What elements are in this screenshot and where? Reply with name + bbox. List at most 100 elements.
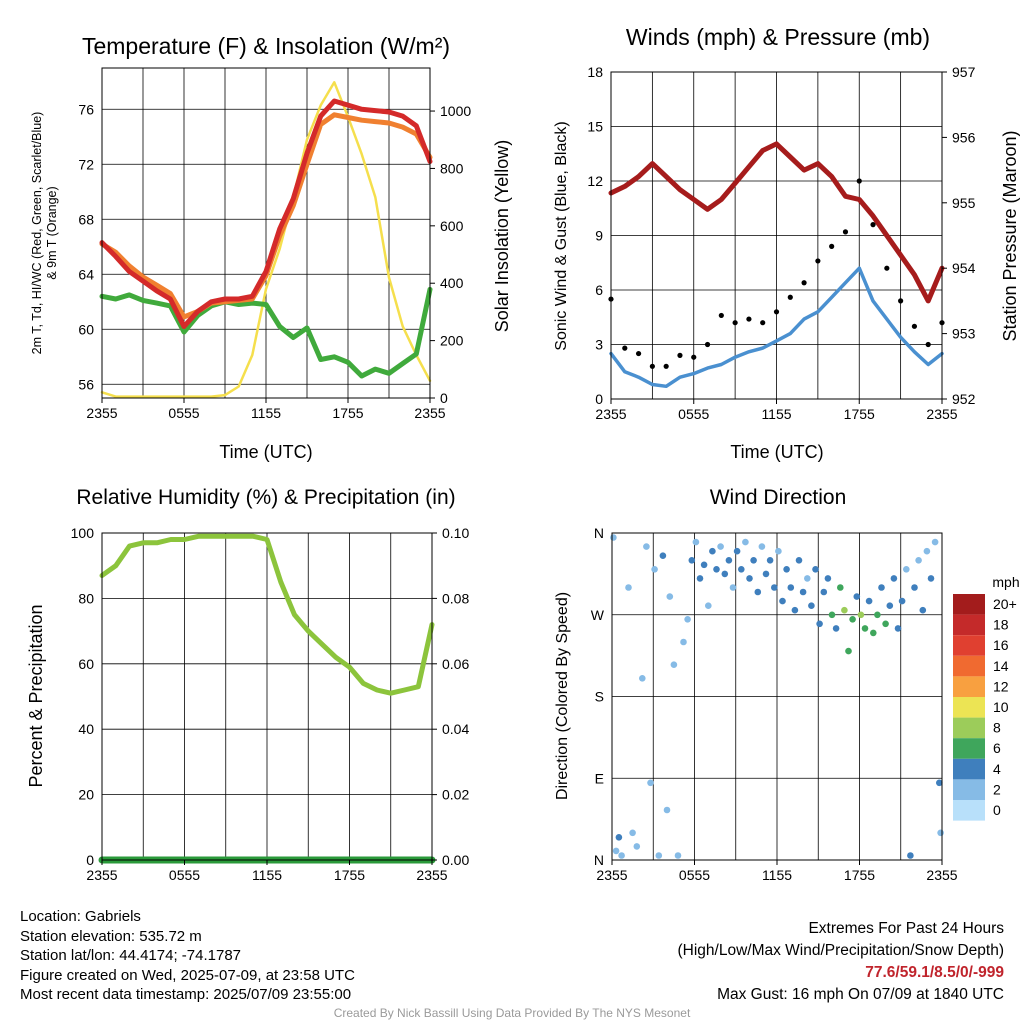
- direction-point: [647, 779, 654, 787]
- humidity-title: Relative Humidity (%) & Precipitation (i…: [76, 486, 455, 509]
- temperature-title: Temperature (F) & Insolation (W/m²): [82, 33, 450, 59]
- direction-point: [828, 611, 836, 619]
- gust-point: [635, 350, 642, 357]
- direction-point: [775, 547, 782, 555]
- extremes-title: Extremes For Past 24 Hours: [808, 920, 1004, 937]
- direction-point: [692, 538, 700, 546]
- direction-point: [837, 584, 844, 591]
- gust-point: [842, 229, 849, 235]
- direction-point: [680, 638, 687, 646]
- direction-point: [923, 547, 931, 555]
- y-tick-label: W: [591, 607, 605, 623]
- temperature-ticks: 2355 0555 1155 1755 2355 56 60 64 68 72 76 0 200 400 6…: [78, 101, 471, 421]
- temperature-ylabel-line1: 2m T, Td, HI/WC (Red, Green, Scarlet/Blu…: [30, 112, 44, 355]
- gust-point: [773, 309, 780, 315]
- legend-label: 4: [993, 761, 1001, 777]
- legend-swatch: [953, 697, 985, 718]
- legend-label: 2: [993, 781, 1001, 797]
- y2-tick-label: 952: [952, 391, 976, 407]
- direction-point: [633, 843, 641, 850]
- direction-point: [865, 597, 873, 605]
- x-tick-label: 2355: [414, 405, 445, 421]
- direction-point: [795, 557, 803, 564]
- direction-point: [729, 584, 737, 591]
- direction-point: [791, 606, 799, 614]
- direction-point: [787, 584, 795, 591]
- winds-panel: Winds (mph) & Pressure (mb) 2355 0555 1155…: [553, 24, 1020, 462]
- legend-label: 18: [993, 617, 1009, 633]
- direction-point: [709, 547, 716, 555]
- direction-point: [754, 588, 762, 596]
- direction-point: [874, 611, 881, 619]
- x-tick-label: 0555: [169, 867, 200, 883]
- winds-ylabel-left: Sonic Wind & Gust (Blue, Black): [553, 121, 570, 350]
- direction-point: [766, 557, 774, 564]
- gust-point: [884, 265, 890, 271]
- legend-swatch: [953, 738, 985, 759]
- station-info: Location: Gabriels Station elevation: 53…: [20, 907, 355, 1005]
- direction-point: [931, 538, 939, 546]
- legend-swatch: [953, 779, 985, 800]
- legend-label: 8: [993, 720, 1001, 736]
- gust-point: [815, 258, 821, 264]
- x-tick-label: 1155: [251, 405, 281, 421]
- y-tick-label: 60: [78, 656, 94, 672]
- direction-point: [663, 806, 671, 814]
- y2-tick-label: 0.08: [442, 590, 469, 606]
- direction-point: [666, 593, 674, 600]
- extremes-subtitle: (High/Low/Max Wind/Precipitation/Snow De…: [677, 942, 1005, 959]
- direction-point: [915, 557, 922, 564]
- series-line-sonic-wind: [609, 266, 944, 389]
- direction-point: [886, 602, 894, 609]
- temperature-xlabel: Time (UTC): [219, 442, 312, 462]
- direction-point: [936, 779, 943, 787]
- series-line-station-pressure: [608, 141, 945, 304]
- x-tick-label: 2355: [416, 867, 447, 883]
- gust-point: [760, 320, 766, 326]
- gust-point: [746, 316, 752, 322]
- y2-tick-label: 1000: [440, 103, 471, 119]
- gust-point: [718, 312, 724, 319]
- x-tick-label: 1755: [334, 867, 365, 883]
- station-location: Location: Gabriels: [20, 908, 141, 925]
- x-tick-label: 1155: [762, 867, 792, 883]
- y-tick-label: 12: [587, 173, 603, 189]
- direction-point: [890, 575, 898, 582]
- direction-point: [684, 616, 691, 623]
- legend-swatch: [953, 800, 985, 821]
- x-tick-label: 2355: [596, 867, 627, 883]
- direction-ylabel-left: Direction (Colored By Speed): [554, 592, 571, 800]
- humidity-ticks: 2355 0555 1155 1755 23550204060801000.000.02…: [71, 525, 470, 883]
- winds-title: Winds (mph) & Pressure (mb): [626, 24, 930, 50]
- direction-point: [779, 597, 786, 605]
- gust-point: [856, 178, 862, 184]
- y-tick-label: 100: [71, 525, 95, 541]
- extremes-info: Extremes For Past 24 Hours (High/Low/Max…: [678, 918, 1005, 1006]
- gust-point: [898, 298, 904, 304]
- speed-legend: 20+ 18 16 14 12 10 8 6 4 2 0: [953, 594, 1017, 821]
- x-tick-label: 0555: [679, 867, 710, 883]
- direction-point: [746, 575, 753, 582]
- direction-point: [771, 584, 778, 591]
- y-tick-label: N: [594, 525, 604, 541]
- x-tick-label: 0555: [168, 405, 199, 421]
- series-line-relative-humidity: [99, 533, 435, 696]
- direction-point: [643, 543, 650, 550]
- direction-grid: [612, 532, 942, 861]
- direction-point: [894, 625, 902, 632]
- direction-point: [705, 602, 712, 609]
- legend-swatch: [953, 758, 985, 780]
- series-line-2m-t: [99, 98, 433, 329]
- y2-tick-label: 0: [440, 390, 448, 406]
- direction-point: [857, 611, 865, 619]
- direction-point: [882, 620, 889, 628]
- direction-point: [733, 547, 741, 555]
- humidity-grid: [102, 532, 432, 861]
- station-elevation: Station elevation: 535.72 m: [20, 927, 202, 945]
- y-tick-label: 18: [587, 64, 603, 80]
- y-tick-label: 0: [595, 391, 603, 407]
- gust-point: [925, 341, 931, 348]
- direction-point: [861, 625, 869, 632]
- direction-title: Wind Direction: [710, 486, 847, 509]
- series-line-solar-insolation: [100, 81, 432, 398]
